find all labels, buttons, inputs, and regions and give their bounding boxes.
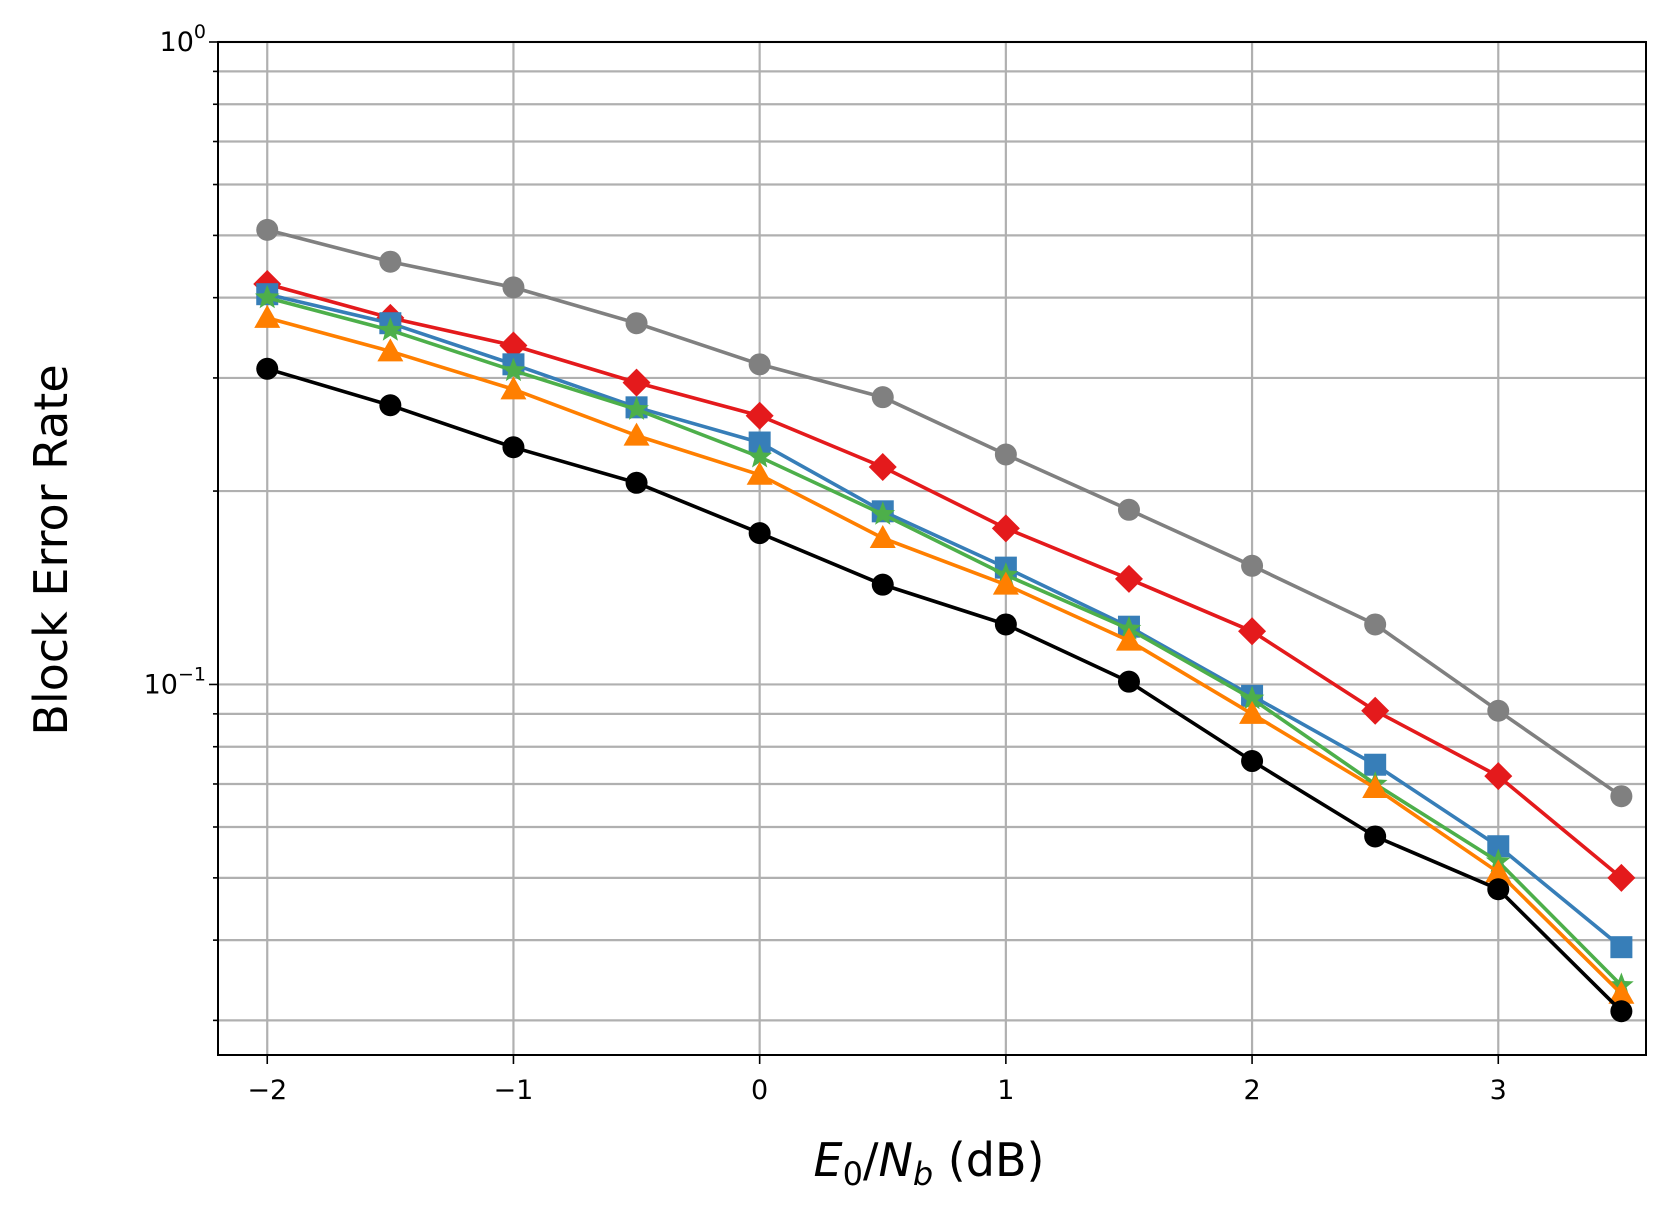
data-point — [1115, 627, 1142, 651]
data-point — [871, 573, 894, 596]
data-point — [623, 422, 650, 446]
data-point — [748, 522, 771, 545]
data-point — [622, 368, 651, 397]
series-line — [266, 292, 1623, 949]
data-point — [748, 353, 771, 376]
x-tick-label: 1 — [997, 1075, 1014, 1106]
data-point — [377, 338, 404, 362]
y-tick-exponent: 0 — [194, 21, 206, 43]
data-point — [1607, 863, 1636, 892]
x-label-n: N — [878, 1133, 912, 1187]
x-tick-label: −1 — [494, 1075, 534, 1106]
x-label-unit: (dB) — [933, 1133, 1044, 1187]
y-tick-exponent: −1 — [178, 663, 206, 685]
series-line — [266, 295, 1623, 987]
data-point — [1610, 936, 1633, 959]
data-point — [625, 471, 648, 494]
series-5 — [256, 357, 1633, 1023]
data-point — [502, 436, 525, 459]
data-point — [1485, 859, 1512, 883]
x-tick-label: −2 — [247, 1075, 287, 1106]
data-point — [870, 501, 896, 525]
data-point — [745, 401, 774, 430]
data-point — [1484, 762, 1513, 791]
data-point — [256, 218, 279, 241]
x-tick-label: 2 — [1243, 1075, 1260, 1106]
data-point — [1238, 617, 1267, 646]
data-point — [499, 331, 528, 360]
series-layer — [253, 218, 1636, 1023]
data-point — [1241, 554, 1264, 577]
y-tick-base: 10 — [144, 669, 178, 700]
data-point — [994, 613, 1017, 636]
data-point — [1114, 564, 1143, 593]
series-line — [266, 228, 1623, 798]
data-point — [1364, 613, 1387, 636]
data-point — [1364, 825, 1387, 848]
data-point — [254, 304, 281, 328]
data-point — [991, 514, 1020, 543]
data-point — [1239, 700, 1266, 724]
data-point — [625, 312, 648, 335]
data-point — [379, 250, 402, 273]
x-label-e: E — [814, 1133, 843, 1187]
y-tick-base: 10 — [160, 27, 194, 58]
data-point — [624, 396, 649, 420]
data-point — [1487, 878, 1510, 901]
y-axis-label: Block Error Rate — [24, 364, 78, 735]
data-point — [1362, 774, 1389, 798]
series-0 — [256, 218, 1633, 808]
data-point — [379, 394, 402, 417]
data-point — [1117, 670, 1140, 693]
data-point — [502, 276, 525, 299]
series-line — [266, 282, 1623, 880]
data-point — [378, 317, 403, 341]
y-tick-label: 10−1 — [144, 663, 206, 700]
data-point — [501, 357, 526, 382]
ticks — [209, 41, 1500, 1064]
x-label-e-sub: 0 — [843, 1155, 863, 1193]
x-tick-label: 3 — [1490, 1075, 1507, 1106]
data-point — [1487, 835, 1510, 858]
data-point — [746, 461, 773, 485]
data-point — [254, 284, 280, 309]
x-label-n-sub: b — [913, 1155, 933, 1193]
data-point — [1361, 696, 1390, 725]
data-point — [994, 443, 1017, 466]
data-point — [1608, 980, 1635, 1004]
data-point — [1364, 753, 1387, 776]
data-point — [1241, 750, 1264, 773]
data-point — [868, 453, 897, 482]
data-point — [748, 431, 771, 454]
plot-frame — [217, 41, 1647, 1056]
y-tick-label: 100 — [160, 21, 206, 58]
series-4 — [254, 304, 1635, 1004]
x-axis-label: E0/Nb (dB) — [814, 1133, 1045, 1193]
data-point — [1239, 685, 1265, 710]
data-point — [1610, 1000, 1633, 1023]
data-point — [1487, 699, 1510, 722]
series-line — [266, 367, 1623, 1013]
data-point — [871, 386, 894, 409]
data-point — [747, 444, 772, 468]
x-label-slash: / — [863, 1133, 879, 1187]
data-point — [1117, 498, 1140, 521]
data-point — [992, 571, 1019, 595]
data-point — [1610, 785, 1633, 808]
data-point — [256, 357, 279, 380]
data-point — [869, 525, 896, 549]
x-tick-label: 0 — [751, 1075, 768, 1106]
data-point — [500, 376, 527, 400]
series-line — [266, 316, 1623, 996]
